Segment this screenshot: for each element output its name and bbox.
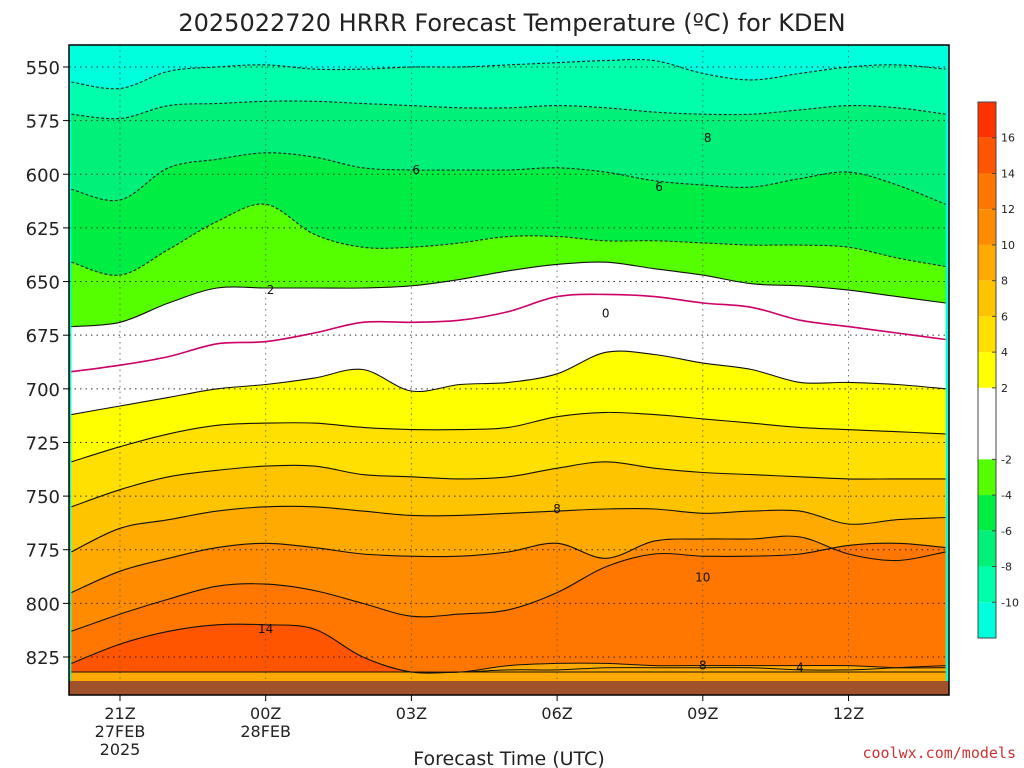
plot-gridlines — [69, 45, 949, 681]
plot-frame — [68, 44, 950, 696]
colorbar-bin — [978, 173, 996, 210]
isotherm-12 — [71, 542, 946, 632]
colorbar-label: 16 — [1001, 132, 1015, 145]
colorbar-bin — [978, 495, 996, 531]
colorbar-bin — [978, 602, 996, 638]
y-tick-label: 825 — [26, 648, 60, 669]
isotherm-0 — [71, 293, 946, 373]
x-tick-label: 00Z — [250, 704, 281, 723]
chart-title: 2025022720 HRRR Forecast Temperature (ºC… — [178, 9, 845, 37]
x-tick-label: 21Z — [104, 704, 135, 723]
y-tick-label: 675 — [26, 326, 60, 347]
ground-fill — [69, 681, 949, 695]
y-tick-label: 550 — [26, 58, 60, 79]
x-tick-label: 27FEB — [95, 722, 146, 741]
contour-label: 8 — [699, 659, 707, 673]
colorbar-label: -8 — [1001, 561, 1012, 574]
colorbar-bin — [978, 387, 996, 460]
colorbar-label: 4 — [1001, 346, 1008, 359]
x-tick-label: 09Z — [687, 704, 718, 723]
colorbar-label: 2 — [1001, 382, 1008, 395]
contour-label: 2 — [267, 283, 275, 297]
y-tick-label: 700 — [26, 380, 60, 401]
colorbar-label: -6 — [1001, 525, 1012, 538]
contour-label: 6 — [412, 163, 420, 177]
isotherm-m4 — [71, 152, 946, 205]
contour-label: 6 — [655, 180, 663, 194]
colorbar-label: 10 — [1001, 239, 1015, 252]
colorbar-frame — [977, 101, 997, 639]
x-tick-label: 28FEB — [240, 722, 291, 741]
ground-surface — [69, 681, 949, 695]
colorbar-label: -10 — [1001, 596, 1019, 609]
pressure-axis: 550 575 600 625 650 675 700 725 750 775 800 825 — [26, 58, 69, 669]
colorbar-label: -4 — [1001, 489, 1012, 502]
colorbar-bin — [978, 137, 996, 174]
isotherm-10 — [71, 535, 946, 594]
y-tick-label: 775 — [26, 541, 60, 562]
isotherm-m8 — [71, 58, 946, 90]
colorbar-bin — [978, 352, 996, 388]
temperature-fill-bands — [69, 45, 949, 695]
x-tick-label: 12Z — [833, 704, 864, 723]
isotherm-m6 — [71, 100, 946, 120]
colorbar-bin — [978, 459, 996, 496]
x-tick-label: 03Z — [396, 704, 427, 723]
colorbar-bin — [978, 280, 996, 317]
colorbar-bin — [978, 316, 996, 353]
y-tick-label: 725 — [26, 433, 60, 454]
x-axis-title: Forecast Time (UTC) — [413, 748, 604, 768]
x-tick-label: 06Z — [541, 704, 572, 723]
isotherm-8 — [71, 505, 946, 553]
colorbar-label: -2 — [1001, 453, 1012, 466]
surface-isotherm-4 — [71, 665, 946, 673]
colorbar-bin — [978, 102, 996, 138]
y-tick-label: 575 — [26, 112, 60, 133]
y-tick-label: 600 — [26, 165, 60, 186]
contour-label: 0 — [602, 307, 610, 321]
colorbar-label: 12 — [1001, 203, 1015, 216]
isotherm-2 — [71, 261, 946, 328]
isotherm-14 — [71, 623, 946, 674]
contour-label: 10 — [695, 571, 710, 585]
colorbar-legend: 16 14 12 10 8 6 4 2 -2 -4 -6 -8 -10 — [977, 101, 1019, 639]
isotherm-m2 — [71, 203, 946, 276]
x-tick-label: 2025 — [100, 740, 141, 759]
contour-label: 8 — [553, 502, 561, 516]
colorbar-label: 6 — [1001, 310, 1008, 323]
isotherm-4 — [71, 350, 946, 416]
y-tick-label: 650 — [26, 273, 60, 294]
y-tick-label: 800 — [26, 594, 60, 615]
y-tick-label: 625 — [26, 219, 60, 240]
colorbar-bin — [978, 244, 996, 281]
contour-label: 14 — [258, 622, 273, 636]
isotherm-contours — [71, 58, 946, 674]
y-tick-label: 750 — [26, 487, 60, 508]
isotherm-6 — [71, 411, 946, 463]
isotherm-8 — [71, 461, 946, 508]
colorbar-bin — [978, 530, 996, 567]
colorbar-bin — [978, 566, 996, 603]
colorbar-bin — [978, 209, 996, 245]
credit-text: coolwx.com/models — [862, 744, 1016, 762]
contour-labels: 8 6 6 2 0 8 10 14 8 4 — [258, 131, 804, 675]
colorbar-label: 8 — [1001, 275, 1008, 288]
colorbar-label: 14 — [1001, 167, 1015, 180]
contour-label: 8 — [704, 131, 712, 145]
contour-label: 4 — [796, 661, 804, 675]
